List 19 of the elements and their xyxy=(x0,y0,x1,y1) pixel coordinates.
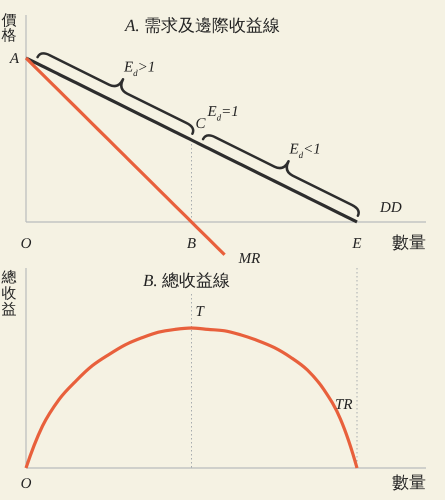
y-axis-title: 價格 xyxy=(0,12,16,44)
text: O xyxy=(20,476,32,492)
annotation: E$_{d}$<1 xyxy=(288,141,321,160)
x-axis-title: 數量 xyxy=(392,233,426,252)
annotation: T xyxy=(196,304,206,320)
annotation: C xyxy=(196,116,206,132)
series-label: DD xyxy=(379,200,402,216)
series-label: TR xyxy=(335,397,353,413)
annotation: A xyxy=(8,51,20,67)
chart-title: B. 總收益線 xyxy=(143,271,230,290)
annotation: E$_{d}$>1 xyxy=(122,59,156,78)
x-tick-label: B xyxy=(186,236,196,252)
series-label: MR xyxy=(238,250,260,267)
chart-title: A. 需求及邊際收益線 xyxy=(124,16,280,35)
x-axis-title: 數量 xyxy=(392,473,426,492)
x-tick-label: E xyxy=(351,236,362,252)
y-axis-title: 總收益 xyxy=(0,269,16,318)
annotation: E$_{d}$=1 xyxy=(206,104,239,122)
x-tick-label: O xyxy=(20,236,32,252)
